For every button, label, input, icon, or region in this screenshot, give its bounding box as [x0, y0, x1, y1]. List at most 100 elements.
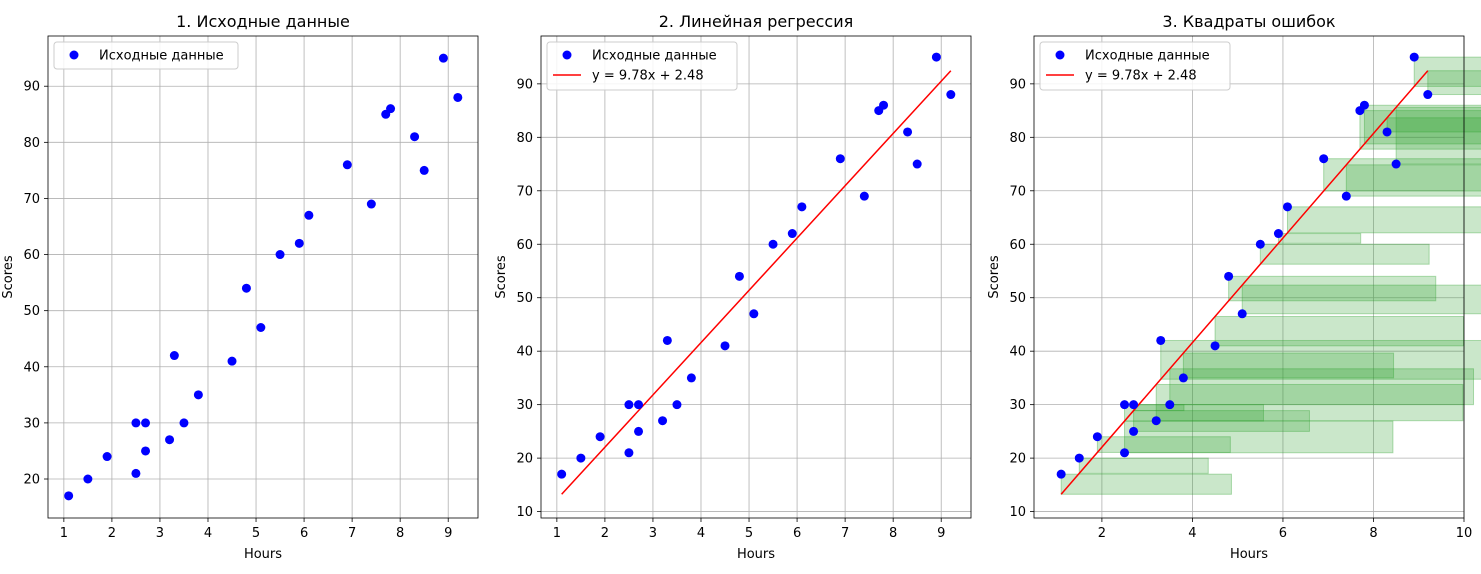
y-tick-label: 70	[516, 184, 533, 199]
data-point	[131, 418, 141, 428]
data-point	[835, 154, 845, 164]
y-tick-label: 20	[516, 452, 533, 467]
data-point	[768, 239, 778, 249]
squared-error-box	[1169, 368, 1475, 406]
squared-error-box	[1427, 70, 1481, 96]
x-tick-label: 8	[396, 526, 404, 541]
data-point	[734, 271, 744, 281]
y-tick-label: 20	[23, 473, 40, 488]
squared-error-box	[1228, 275, 1437, 302]
y-tick-label: 90	[1009, 77, 1026, 92]
data-point	[672, 400, 682, 410]
data-point	[1156, 335, 1166, 345]
x-tick-label: 3	[649, 526, 657, 541]
squared-error-box	[1359, 110, 1481, 150]
squared-error-box	[1286, 206, 1481, 234]
legend-item: y = 9.78x + 2.48	[553, 69, 704, 84]
y-tick-label: 10	[516, 505, 533, 520]
data-point	[662, 335, 672, 345]
data-point	[275, 250, 285, 260]
y-axis-label: Scores	[987, 255, 1002, 298]
data-point	[634, 400, 644, 410]
data-point	[1282, 202, 1292, 212]
data-point	[193, 390, 203, 400]
y-tick-label: 60	[23, 248, 40, 263]
legend-box	[1039, 41, 1231, 91]
squared-error-box	[1124, 420, 1394, 454]
x-tick-label: 2	[1098, 526, 1106, 541]
squared-error-box	[1133, 410, 1310, 432]
squared-error-box	[1323, 158, 1481, 192]
data-point	[1423, 90, 1433, 100]
data-point	[1319, 154, 1329, 164]
data-point	[1273, 229, 1283, 239]
legend-label: Исходные данные	[592, 49, 717, 64]
regression-line	[561, 70, 952, 495]
legend-label: y = 9.78x + 2.48	[1085, 69, 1197, 84]
squared-error-box	[1182, 352, 1395, 379]
x-tick-label: 5	[252, 526, 260, 541]
data-point	[749, 309, 759, 319]
legend-item: y = 9.78x + 2.48	[1046, 69, 1197, 84]
y-tick-label: 60	[1009, 238, 1026, 253]
data-point	[304, 210, 314, 220]
legend: Исходные данные	[53, 41, 239, 70]
axes-frame	[1033, 35, 1465, 519]
x-axis-label: Hours	[244, 547, 282, 562]
y-axis-label: Scores	[494, 255, 509, 298]
data-point	[179, 418, 189, 428]
y-tick-label: 70	[23, 192, 40, 207]
x-tick-label: 4	[1188, 526, 1196, 541]
y-tick-label: 80	[1009, 131, 1026, 146]
x-tick-label: 1	[60, 526, 68, 541]
x-tick-label: 9	[444, 526, 452, 541]
squared-error-box	[1363, 104, 1481, 145]
data-point	[557, 469, 567, 479]
squared-error-box	[1060, 473, 1232, 495]
squared-error-box	[1214, 315, 1465, 347]
squared-error-box	[1259, 243, 1430, 265]
panel-squared-errors: 2 4 6 8 10 10 20 30 40 50 60 70 80 90 3. Квадраты ошиб…	[987, 12, 1481, 562]
data-point	[241, 283, 251, 293]
y-tick-label: 80	[23, 136, 40, 151]
data-point	[1151, 416, 1161, 426]
y-tick-label: 90	[23, 80, 40, 95]
y-tick-label: 20	[1009, 452, 1026, 467]
data-point	[1237, 309, 1247, 319]
x-tick-label: 9	[937, 526, 945, 541]
squared-error-box	[1124, 404, 1264, 422]
data-point	[720, 341, 730, 351]
data-point	[946, 90, 956, 100]
legend-label: Исходные данные	[99, 49, 224, 64]
y-tick-label: 40	[23, 360, 40, 375]
x-tick-label: 7	[841, 526, 849, 541]
axes-frame	[47, 35, 479, 519]
squared-error-box	[1386, 117, 1481, 133]
y-tick-label: 40	[1009, 345, 1026, 360]
y-tick-label: 50	[23, 304, 40, 319]
x-axis-label: Hours	[1230, 547, 1268, 562]
data-point	[83, 474, 93, 484]
x-tick-label: 2	[108, 526, 116, 541]
data-point	[1120, 448, 1130, 458]
data-point	[1120, 400, 1130, 410]
data-point	[1255, 239, 1265, 249]
data-point	[294, 238, 304, 248]
data-point	[227, 356, 237, 366]
data-point	[1341, 191, 1351, 201]
legend-marker-swatch	[562, 50, 572, 60]
legend-marker-swatch	[1055, 50, 1065, 60]
data-point	[342, 160, 352, 170]
data-point	[131, 468, 141, 478]
data-point	[1129, 426, 1139, 436]
data-point	[1210, 341, 1220, 351]
data-point	[634, 426, 644, 436]
panel-title: 2. Линейная регрессия	[659, 12, 853, 31]
regression-line	[1060, 70, 1429, 495]
x-tick-label: 10	[1456, 526, 1473, 541]
data-point	[1129, 400, 1139, 410]
panel-linear-regression: 1 2 3 4 5 6 7 8 9 10 20 30 40 50 60 70 80 90 2. Линейная р…	[494, 12, 972, 562]
data-point	[879, 100, 889, 110]
data-point	[102, 452, 112, 462]
